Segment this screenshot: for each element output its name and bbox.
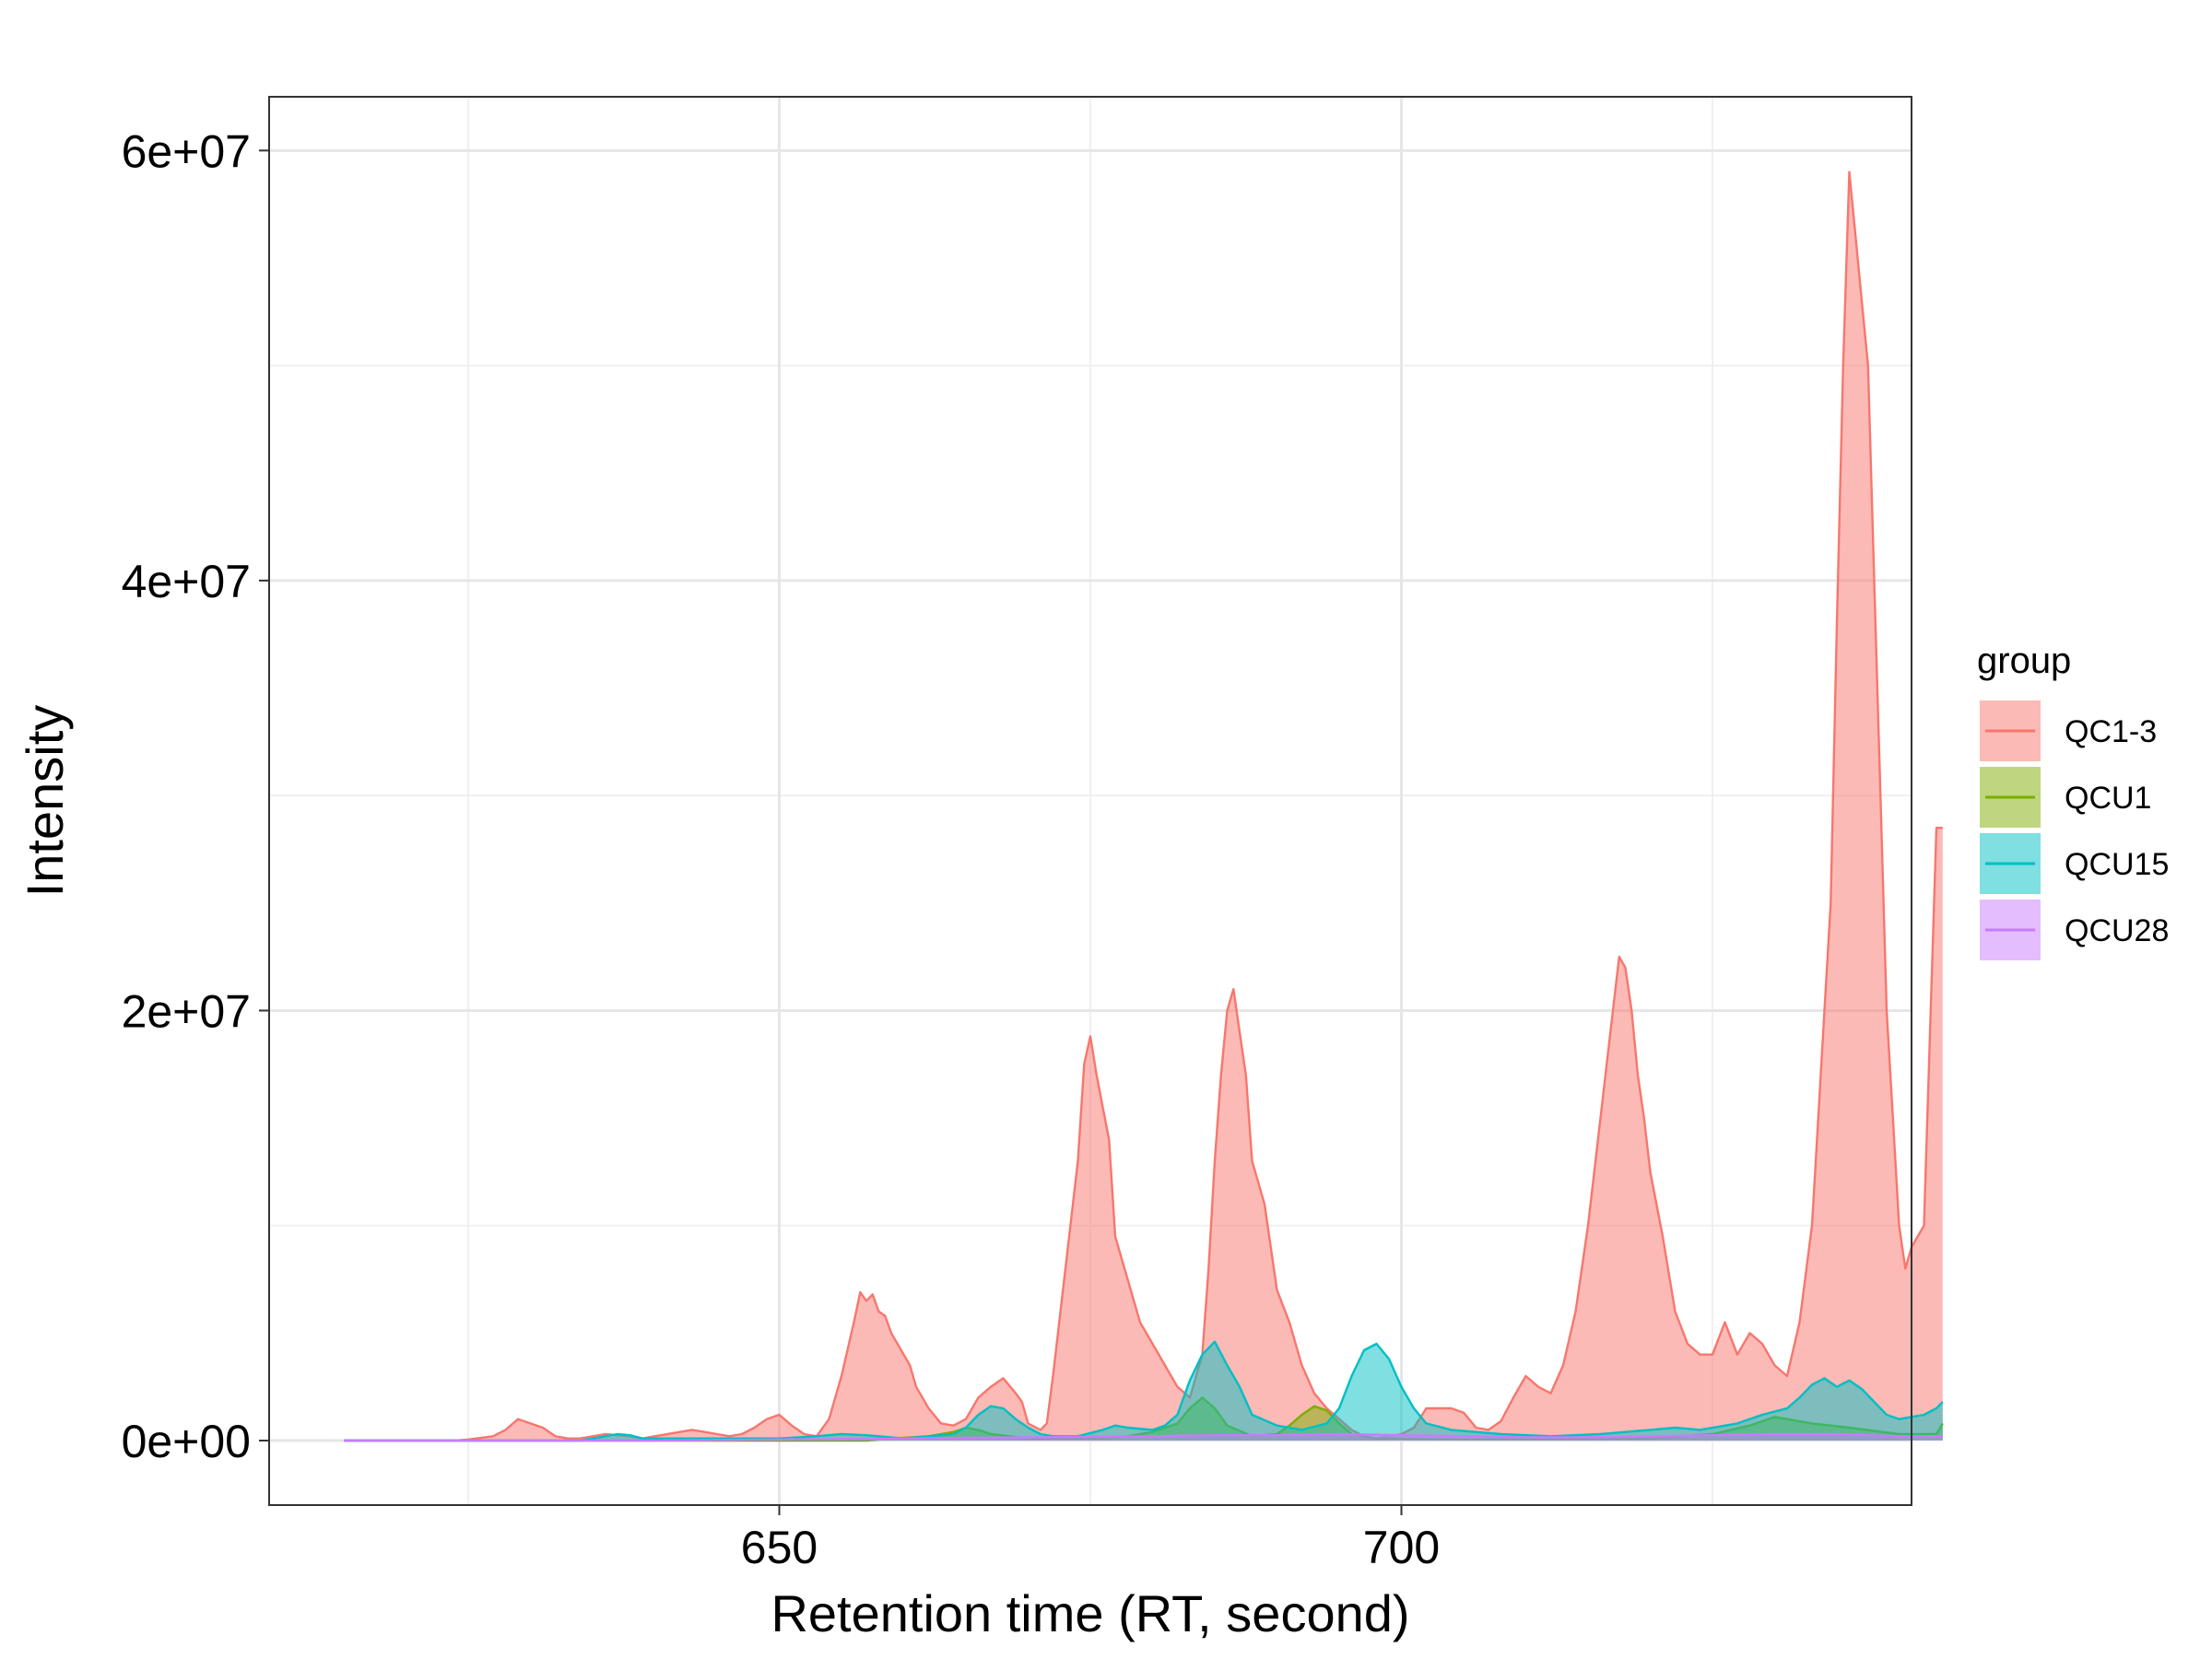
plot-panel [268,96,1944,1506]
x-tick-label: 700 [1363,1522,1440,1573]
legend: group QC1-3 QCU1 QCU15 QCU28 [1977,641,2169,960]
x-axis-label: Retention time (RT, second) [771,1584,1409,1642]
legend-item: QCU28 [1980,900,2169,960]
y-tick-label: 2e+07 [122,985,251,1037]
legend-title: group [1977,641,2071,681]
series-area-qcu15 [344,1341,1943,1441]
legend-label: QC1-3 [2065,714,2157,749]
legend-item: QCU1 [1980,767,2151,828]
y-axis-label: Intensity [16,705,74,898]
y-tick-label: 4e+07 [122,556,251,607]
x-tick-label: 650 [741,1522,818,1573]
series-layer [344,171,1944,1442]
grid-major [269,97,1912,1505]
series-line-qcu15 [344,1340,1944,1442]
y-axis: 0e+00 2e+07 4e+07 6e+07 [122,125,269,1467]
legend-item: QC1-3 [1980,700,2157,761]
legend-label: QCU28 [2065,913,2169,948]
x-axis: 650 700 [741,1505,1440,1573]
legend-item: QCU15 [1980,833,2169,894]
legend-items: QC1-3 QCU1 QCU15 QCU28 [1980,700,2169,960]
series-line-qc1-3 [344,171,1943,1442]
panel-border [268,96,1912,1506]
y-tick-label: 0e+00 [122,1416,251,1467]
y-tick-label: 6e+07 [122,125,251,177]
legend-label: QCU1 [2065,781,2151,816]
legend-label: QCU15 [2065,847,2169,882]
series-line-qcu28 [344,1432,1943,1442]
